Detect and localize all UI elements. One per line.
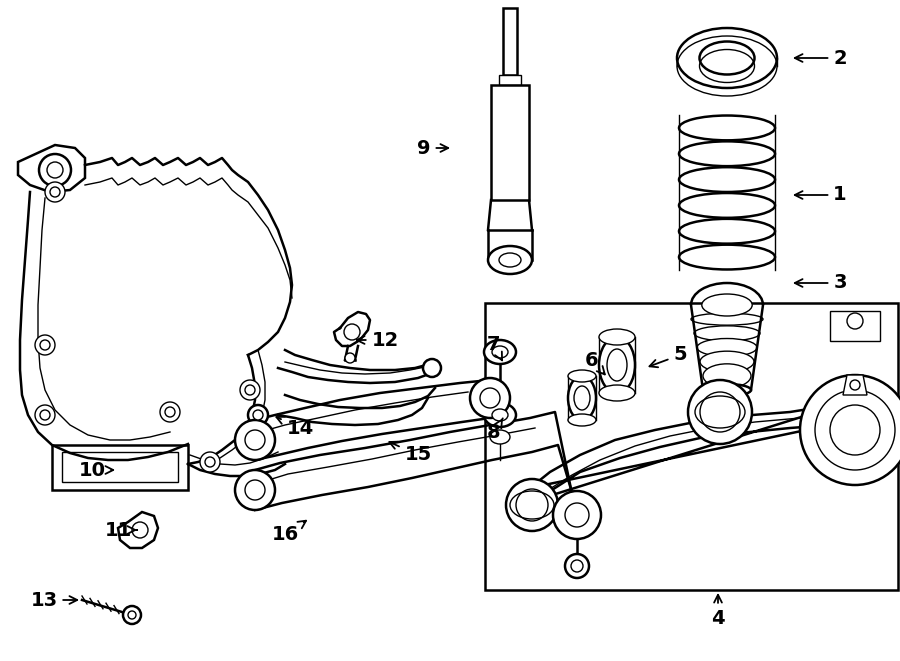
Circle shape (253, 410, 263, 420)
Circle shape (565, 554, 589, 578)
Polygon shape (118, 512, 158, 548)
Ellipse shape (574, 386, 590, 410)
Ellipse shape (492, 409, 508, 421)
Circle shape (850, 380, 860, 390)
Circle shape (470, 378, 510, 418)
Circle shape (423, 359, 441, 377)
Circle shape (200, 452, 220, 472)
Circle shape (700, 392, 740, 432)
Circle shape (830, 405, 880, 455)
Bar (830, 311, 880, 341)
Text: 6: 6 (585, 350, 605, 374)
Circle shape (35, 335, 55, 355)
Text: 2: 2 (795, 48, 847, 67)
Circle shape (248, 405, 268, 425)
Circle shape (39, 154, 71, 186)
Circle shape (480, 388, 500, 408)
Polygon shape (843, 375, 867, 395)
Circle shape (688, 380, 752, 444)
Circle shape (815, 390, 895, 470)
Ellipse shape (607, 349, 627, 381)
Ellipse shape (697, 338, 757, 356)
Circle shape (245, 430, 265, 450)
Text: 5: 5 (650, 346, 687, 368)
Ellipse shape (490, 430, 510, 444)
Ellipse shape (703, 364, 751, 388)
Ellipse shape (703, 384, 751, 396)
Ellipse shape (702, 294, 752, 316)
Circle shape (565, 503, 589, 527)
Ellipse shape (699, 42, 754, 75)
Ellipse shape (568, 370, 596, 382)
Text: 4: 4 (711, 595, 724, 627)
Text: 14: 14 (276, 417, 313, 438)
Text: 13: 13 (31, 590, 77, 609)
Ellipse shape (568, 376, 596, 420)
Text: 7: 7 (487, 336, 502, 360)
Text: 1: 1 (795, 186, 847, 204)
Circle shape (160, 402, 180, 422)
Ellipse shape (677, 28, 777, 88)
Ellipse shape (484, 403, 516, 427)
Circle shape (40, 410, 50, 420)
Ellipse shape (492, 346, 508, 358)
Circle shape (40, 340, 50, 350)
Text: 16: 16 (272, 521, 306, 545)
Circle shape (344, 324, 360, 340)
Bar (52, 445, 188, 490)
Circle shape (245, 480, 265, 500)
Ellipse shape (568, 414, 596, 426)
Circle shape (506, 479, 558, 531)
Bar (485, 303, 898, 590)
Circle shape (516, 489, 548, 521)
Ellipse shape (694, 326, 760, 341)
Ellipse shape (499, 253, 521, 267)
Circle shape (205, 457, 215, 467)
Circle shape (47, 162, 63, 178)
Circle shape (800, 375, 900, 485)
Text: 12: 12 (356, 330, 399, 350)
Circle shape (235, 420, 275, 460)
Ellipse shape (599, 337, 635, 393)
Circle shape (123, 606, 141, 624)
Circle shape (165, 407, 175, 417)
Circle shape (847, 313, 863, 329)
Bar (491, 85, 529, 200)
Ellipse shape (700, 351, 754, 372)
Text: 10: 10 (78, 461, 113, 479)
Polygon shape (530, 408, 830, 502)
Text: 9: 9 (418, 139, 448, 157)
Polygon shape (18, 145, 85, 192)
Text: 8: 8 (487, 418, 503, 442)
Ellipse shape (599, 385, 635, 401)
Text: 15: 15 (390, 442, 432, 465)
Circle shape (245, 385, 255, 395)
Bar (499, 75, 521, 85)
Circle shape (571, 560, 583, 572)
Ellipse shape (488, 246, 532, 274)
Bar (503, 8, 517, 75)
Text: 11: 11 (104, 520, 137, 539)
Circle shape (45, 182, 65, 202)
Circle shape (132, 522, 148, 538)
Circle shape (50, 187, 60, 197)
Ellipse shape (484, 340, 516, 364)
Circle shape (35, 405, 55, 425)
Text: 3: 3 (795, 274, 847, 293)
Circle shape (553, 491, 601, 539)
Circle shape (240, 380, 260, 400)
Circle shape (128, 611, 136, 619)
Ellipse shape (691, 313, 763, 325)
Circle shape (235, 470, 275, 510)
Bar (62, 452, 178, 482)
Ellipse shape (599, 329, 635, 345)
Circle shape (345, 353, 355, 363)
